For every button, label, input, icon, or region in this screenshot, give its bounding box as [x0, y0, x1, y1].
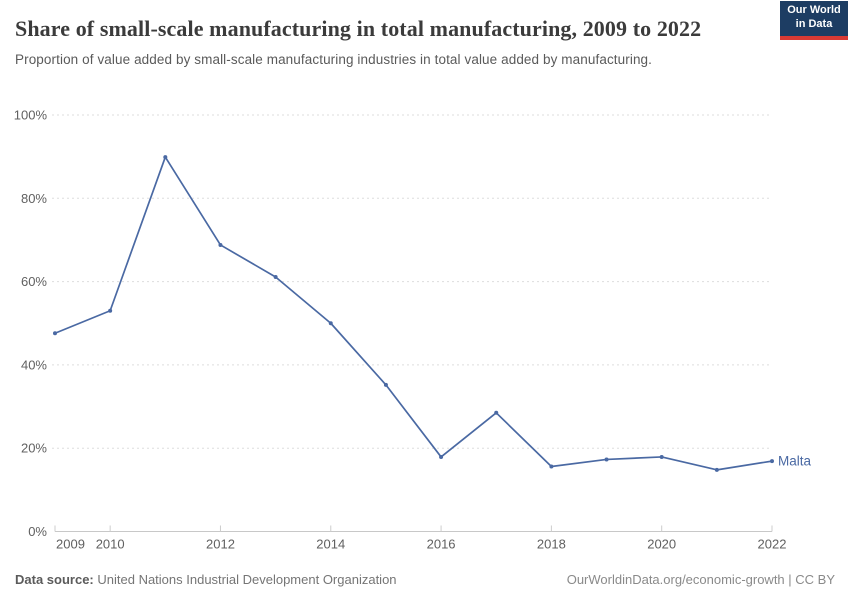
data-point	[383, 382, 388, 387]
data-point	[439, 454, 444, 459]
chart-footer: Data source: United Nations Industrial D…	[15, 572, 835, 587]
data-point	[328, 321, 333, 326]
data-source: Data source: United Nations Industrial D…	[15, 572, 397, 587]
data-point	[604, 457, 609, 462]
x-tick-label: 2010	[96, 537, 125, 552]
x-tick-label: 2016	[427, 537, 456, 552]
x-tick-label: 2022	[758, 537, 787, 552]
data-source-label: Data source:	[15, 572, 94, 587]
credit-link[interactable]: OurWorldinData.org/economic-growth | CC …	[566, 572, 835, 587]
owid-logo-line2: in Data	[795, 17, 833, 30]
chart-title: Share of small-scale manufacturing in to…	[15, 16, 702, 41]
data-point	[273, 275, 278, 280]
owid-logo: Our World in Data	[780, 1, 848, 40]
y-tick-label: 40%	[21, 357, 47, 372]
y-tick-label: 60%	[21, 274, 47, 289]
series-label-malta: Malta	[778, 454, 812, 469]
y-tick-label: 80%	[21, 191, 47, 206]
chart-subtitle: Proportion of value added by small-scale…	[15, 52, 653, 68]
data-point	[108, 308, 113, 313]
x-tick-label: 2009	[56, 537, 85, 552]
malta-line	[54, 156, 773, 471]
data-point	[714, 467, 719, 472]
data-point	[53, 331, 57, 336]
x-tick-label: 2018	[537, 537, 566, 552]
y-tick-label: 100%	[14, 108, 48, 123]
data-source-value: United Nations Industrial Development Or…	[97, 572, 397, 587]
data-point	[770, 459, 774, 464]
x-tick-label: 2012	[206, 537, 235, 552]
data-point	[549, 464, 554, 469]
data-point	[494, 410, 499, 415]
chart-header: Share of small-scale manufacturing in to…	[15, 14, 835, 67]
x-tick-label: 2020	[647, 537, 676, 552]
y-tick-label: 0%	[28, 524, 47, 539]
data-point	[659, 454, 664, 459]
y-tick-label: 20%	[21, 441, 47, 456]
owid-logo-line1: Our World	[787, 4, 841, 16]
data-point	[163, 155, 168, 160]
data-point	[218, 242, 223, 247]
x-tick-label: 2014	[316, 537, 345, 552]
